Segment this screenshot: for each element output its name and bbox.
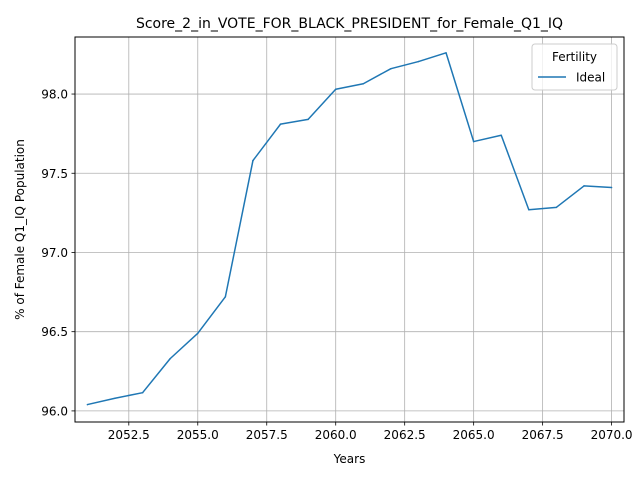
y-tick-label: 96.0 — [41, 404, 68, 418]
data-point — [114, 397, 116, 399]
data-point — [252, 160, 254, 162]
data-point — [307, 119, 309, 121]
x-tick-label: 2065.0 — [453, 428, 495, 442]
x-tick-label: 2060.0 — [315, 428, 357, 442]
data-point — [528, 209, 530, 211]
x-axis-label: Years — [333, 452, 366, 466]
data-point — [473, 141, 475, 143]
y-tick-label: 98.0 — [41, 88, 68, 102]
data-point — [225, 296, 227, 298]
data-point — [445, 52, 447, 54]
y-axis-label: % of Female Q1_IQ Population — [13, 139, 27, 320]
y-tick-label: 97.5 — [41, 167, 68, 181]
x-tick-label: 2070.0 — [591, 428, 633, 442]
data-point — [500, 134, 502, 136]
x-tick-label: 2062.5 — [384, 428, 426, 442]
data-point — [335, 89, 337, 91]
data-point — [390, 68, 392, 70]
y-tick-label: 97.0 — [41, 246, 68, 260]
data-point — [87, 404, 89, 406]
x-tick-label: 2055.0 — [177, 428, 219, 442]
data-point — [363, 83, 365, 85]
data-point — [583, 185, 585, 187]
data-point — [556, 207, 558, 209]
data-point — [418, 61, 420, 63]
x-tick-label: 2067.5 — [522, 428, 564, 442]
data-point — [197, 333, 199, 335]
legend: Fertility Ideal — [532, 44, 617, 90]
data-point — [611, 187, 613, 189]
chart-title: Score_2_in_VOTE_FOR_BLACK_PRESIDENT_for_… — [136, 16, 563, 32]
plot-area — [75, 37, 624, 422]
legend-label-ideal: Ideal — [576, 71, 605, 85]
x-tick-label: 2057.5 — [246, 428, 288, 442]
data-point — [280, 123, 282, 125]
data-point — [142, 392, 144, 394]
legend-title: Fertility — [552, 50, 597, 64]
data-point — [169, 358, 171, 360]
y-tick-label: 96.5 — [41, 325, 68, 339]
x-tick-label: 2052.5 — [108, 428, 150, 442]
